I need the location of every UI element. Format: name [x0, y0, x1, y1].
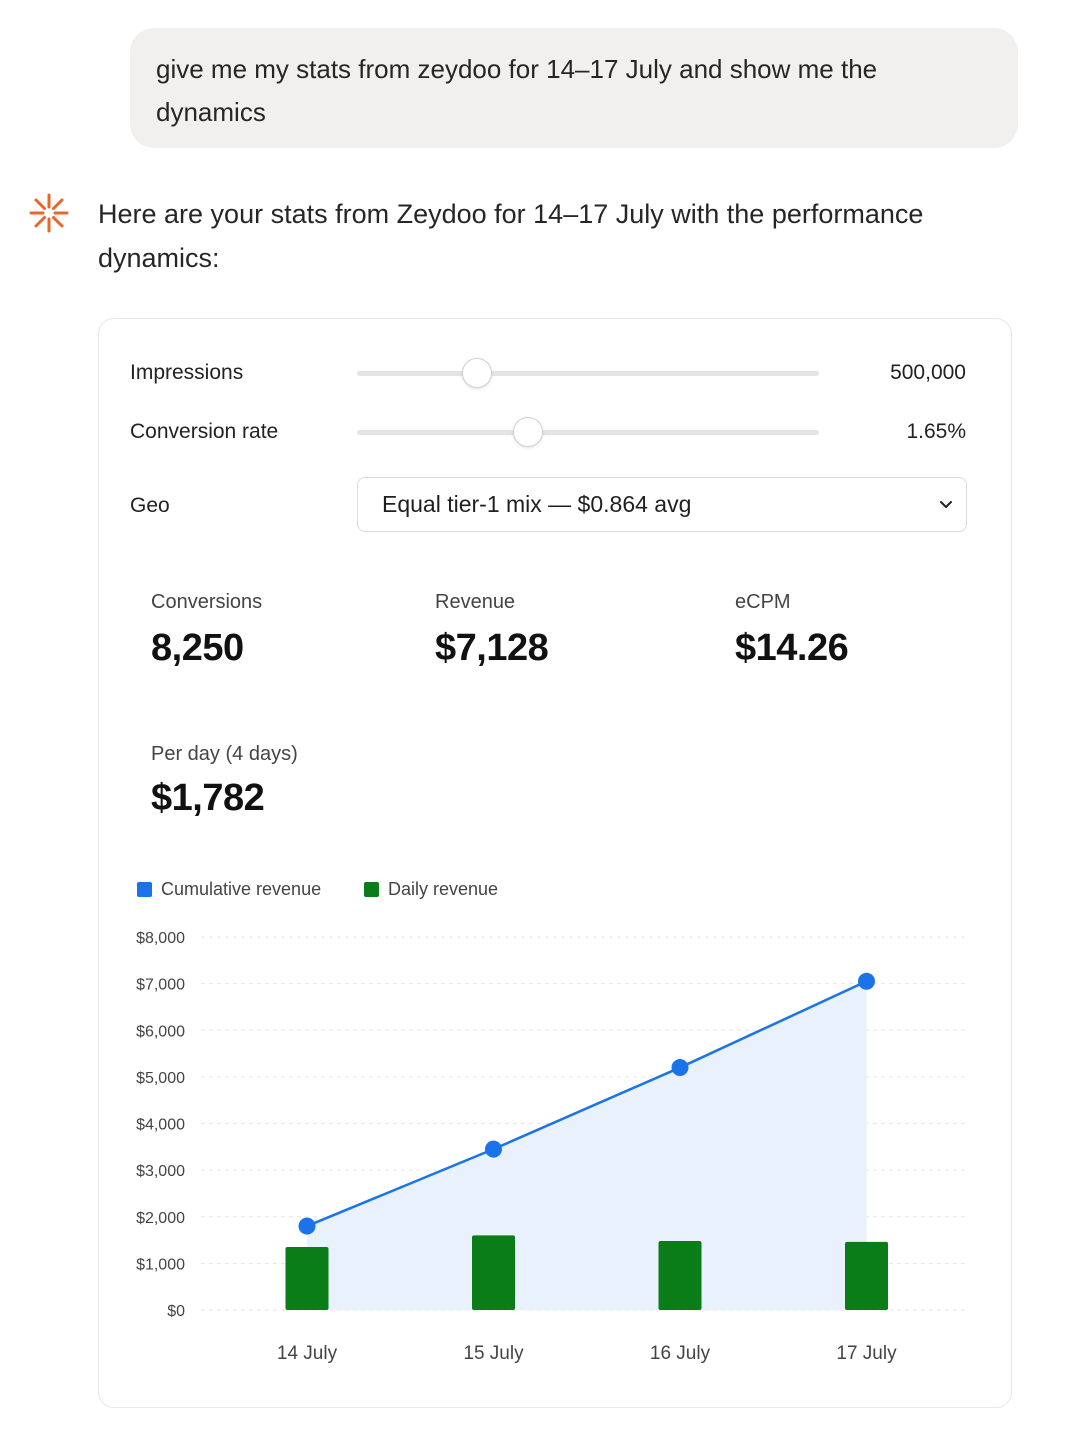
y-tick-label: $7,000 [136, 977, 185, 994]
revenue-label: Revenue [435, 591, 516, 613]
cumulative-revenue-line [306, 980, 868, 1228]
geo-select[interactable]: Equal tier-1 mix — $0.864 avg [357, 477, 967, 532]
y-tick-label: $1,000 [136, 1256, 185, 1273]
impressions-slider[interactable] [357, 358, 819, 388]
revenue-chart: $8,000 $7,000 $6,000 $5,000 $4,000 $3,000 $2,0… [136, 930, 967, 1364]
conversion-rate-value: 1.65% [906, 420, 966, 443]
daily-revenue-bar [285, 1247, 329, 1310]
cumulative-revenue-point [671, 1059, 689, 1077]
assistant-logo-icon [29, 193, 69, 233]
impressions-value: 500,000 [890, 361, 966, 384]
y-tick-label: $6,000 [136, 1023, 185, 1040]
cumulative-revenue-point [858, 972, 875, 990]
x-tick-label: 15 July [463, 1343, 524, 1364]
legend-swatch-cumulative [137, 882, 152, 897]
y-tick-label: $8,000 [136, 930, 185, 947]
per-day-label: Per day (4 days) [151, 743, 298, 765]
y-tick-label: $5,000 [136, 1070, 185, 1087]
x-tick-label: 17 July [836, 1343, 897, 1364]
geo-select-value: Equal tier-1 mix — $0.864 avg [382, 491, 692, 517]
y-tick-label: $0 [167, 1303, 185, 1320]
cumulative-area [307, 981, 867, 1310]
user-message-text: give me my stats from zeydoo for 14–17 J… [156, 54, 878, 127]
geo-label: Geo [130, 494, 170, 517]
x-tick-label: 14 July [277, 1343, 338, 1364]
legend-swatch-daily [364, 882, 379, 897]
conversion-rate-slider-thumb[interactable] [512, 417, 543, 447]
ecpm-label: eCPM [735, 591, 791, 613]
impressions-slider-thumb[interactable] [462, 358, 493, 388]
conversions-label: Conversions [151, 591, 263, 613]
revenue-value: $7,128 [435, 627, 549, 669]
legend-label-cumulative: Cumulative revenue [161, 879, 322, 899]
ecpm-value: $14.26 [735, 627, 849, 669]
x-tick-label: 16 July [650, 1343, 711, 1364]
chevron-down-icon [940, 501, 952, 508]
cumulative-revenue-point [298, 1217, 316, 1235]
per-day-value: $1,782 [151, 777, 265, 819]
stats-widget-card: Impressions 500,000 Conversion rate 1.65… [98, 318, 1012, 1408]
impressions-label: Impressions [130, 361, 244, 384]
conversion-rate-label: Conversion rate [130, 420, 279, 443]
daily-revenue-bar [658, 1240, 702, 1310]
cumulative-revenue-point [485, 1140, 502, 1158]
assistant-intro-text: Here are your stats from Zeydoo for 14–1… [98, 199, 924, 273]
user-message-bubble: give me my stats from zeydoo for 14–17 J… [130, 28, 1018, 148]
legend-label-daily: Daily revenue [388, 879, 499, 899]
daily-revenue-bar [845, 1241, 888, 1310]
conversion-rate-slider[interactable] [357, 417, 819, 447]
y-tick-label: $2,000 [136, 1210, 185, 1227]
daily-revenue-bar [472, 1235, 515, 1310]
conversions-value: 8,250 [151, 627, 244, 669]
y-tick-label: $3,000 [136, 1163, 185, 1180]
y-tick-label: $4,000 [136, 1117, 185, 1134]
